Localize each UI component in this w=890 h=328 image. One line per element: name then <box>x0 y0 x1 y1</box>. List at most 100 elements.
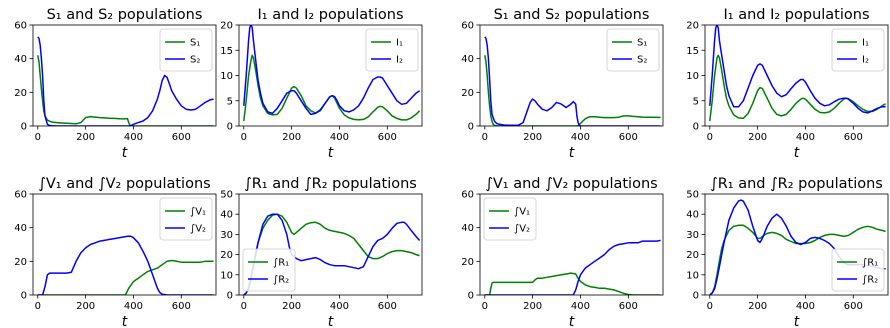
legend-label: ∫V₂ <box>190 224 206 235</box>
y-tick-label: 20 <box>461 257 474 268</box>
series-line-0 <box>484 272 661 295</box>
y-tick-label: 0 <box>693 291 699 302</box>
subplot-title: ∫R₁ and ∫R₂ populations <box>710 176 883 192</box>
x-tick-label: 200 <box>523 132 542 143</box>
x-tick-label: 600 <box>172 132 191 143</box>
x-tick-label: 0 <box>241 132 247 143</box>
legend-label: ∫R₁ <box>862 258 878 269</box>
series-line-1 <box>709 25 886 114</box>
x-tick-label: 200 <box>523 301 542 312</box>
x-tick-label: 0 <box>35 301 41 312</box>
x-axis-label: t <box>122 145 128 161</box>
x-tick-label: 600 <box>619 132 638 143</box>
y-tick-label: 60 <box>14 190 27 201</box>
subplot-2: S₁ and S₂ populations 0 200 400 600 0 20 40 60 t S… <box>461 7 664 161</box>
y-tick-label: 60 <box>461 190 474 201</box>
x-tick-label: 400 <box>330 301 349 312</box>
y-tick-label: 40 <box>220 210 233 221</box>
legend-label: I₂ <box>862 55 869 66</box>
x-axis-label: t <box>122 314 128 328</box>
series-line-1 <box>243 213 421 295</box>
legend-box <box>159 197 213 241</box>
legend-label: ∫V₁ <box>514 207 530 218</box>
subplot-3: I₁ and I₂ populations 0 200 400 600 0 5 10 15 20 t… <box>686 7 889 161</box>
x-tick-label: 600 <box>378 132 397 143</box>
legend-label: S₂ <box>637 55 647 66</box>
legend: ∫R₁ ∫R₂ <box>831 248 885 292</box>
y-tick-label: 20 <box>220 21 233 32</box>
y-tick-label: 60 <box>461 21 474 32</box>
legend-label: I₂ <box>396 55 403 66</box>
y-tick-label: 0 <box>468 291 474 302</box>
legend-box <box>606 28 660 72</box>
y-tick-label: 40 <box>461 54 474 65</box>
x-tick-label: 400 <box>330 132 349 143</box>
legend-box <box>831 28 885 72</box>
x-tick-label: 400 <box>796 301 815 312</box>
plot-frame <box>32 193 217 296</box>
y-tick-label: 15 <box>686 46 699 57</box>
series-line-0 <box>484 55 661 126</box>
x-tick-label: 0 <box>241 301 247 312</box>
x-tick-label: 400 <box>571 301 590 312</box>
subplot-title: ∫V₁ and ∫V₂ populations <box>38 176 210 192</box>
subplot-title: I₁ and I₂ populations <box>724 7 870 23</box>
y-tick-label: 40 <box>686 210 699 221</box>
series-line-0 <box>37 259 214 295</box>
subplot-6: ∫V₁ and ∫V₂ populations 0 200 400 600 0 20 40 60… <box>461 176 664 328</box>
subplot-title: ∫R₁ and ∫R₂ populations <box>244 176 417 192</box>
y-tick-label: 5 <box>693 96 699 107</box>
subplot-0: S₁ and S₂ populations 0 200 400 600 0 20 40 60 t S… <box>14 7 217 161</box>
x-tick-label: 200 <box>76 301 95 312</box>
legend-box <box>159 28 213 72</box>
y-tick-label: 15 <box>220 46 233 57</box>
y-tick-label: 20 <box>14 257 27 268</box>
x-tick-label: 600 <box>844 301 863 312</box>
x-tick-label: 200 <box>748 132 767 143</box>
legend: ∫V₁ ∫V₂ <box>159 197 213 241</box>
series-line-0 <box>37 55 214 126</box>
y-tick-label: 10 <box>686 71 699 82</box>
legend-box <box>365 28 419 72</box>
series-line-1 <box>484 239 661 295</box>
legend-label: ∫R₁ <box>273 258 289 269</box>
y-tick-label: 10 <box>220 71 233 82</box>
x-axis-label: t <box>794 145 800 161</box>
legend: S₁ S₂ <box>159 28 213 72</box>
y-tick-label: 20 <box>461 88 474 99</box>
y-tick-label: 0 <box>693 122 699 133</box>
x-tick-label: 0 <box>482 301 488 312</box>
x-axis-label: t <box>569 145 575 161</box>
x-tick-label: 400 <box>571 132 590 143</box>
y-tick-label: 50 <box>220 190 233 201</box>
y-tick-label: 30 <box>220 230 233 241</box>
y-tick-label: 40 <box>461 223 474 234</box>
plot-frame <box>238 193 423 296</box>
series-line-1 <box>484 36 661 126</box>
series-line-0 <box>709 54 886 122</box>
x-tick-label: 200 <box>76 132 95 143</box>
y-tick-label: 20 <box>220 250 233 261</box>
subplot-title: S₁ and S₂ populations <box>494 7 650 23</box>
x-tick-label: 0 <box>707 132 713 143</box>
x-tick-label: 400 <box>796 132 815 143</box>
y-tick-label: 40 <box>14 54 27 65</box>
y-tick-label: 10 <box>220 270 233 281</box>
y-tick-label: 0 <box>227 122 233 133</box>
series-line-0 <box>709 224 886 295</box>
subplot-1: I₁ and I₂ populations 0 200 400 600 0 5 10 15 20 t… <box>220 7 423 161</box>
legend-label: S₂ <box>190 55 200 66</box>
y-tick-label: 50 <box>686 190 699 201</box>
x-axis-label: t <box>328 314 334 328</box>
legend-label: S₁ <box>190 38 200 49</box>
legend-box <box>483 197 537 241</box>
plot-frame <box>479 193 664 296</box>
subplot-7: ∫R₁ and ∫R₂ populations 0 200 400 600 0 10 20 30… <box>686 176 889 328</box>
x-tick-label: 400 <box>124 132 143 143</box>
series-line-1 <box>37 235 214 295</box>
legend-label: ∫V₁ <box>190 207 206 218</box>
x-tick-label: 600 <box>172 301 191 312</box>
x-tick-label: 200 <box>282 301 301 312</box>
y-tick-label: 20 <box>686 21 699 32</box>
